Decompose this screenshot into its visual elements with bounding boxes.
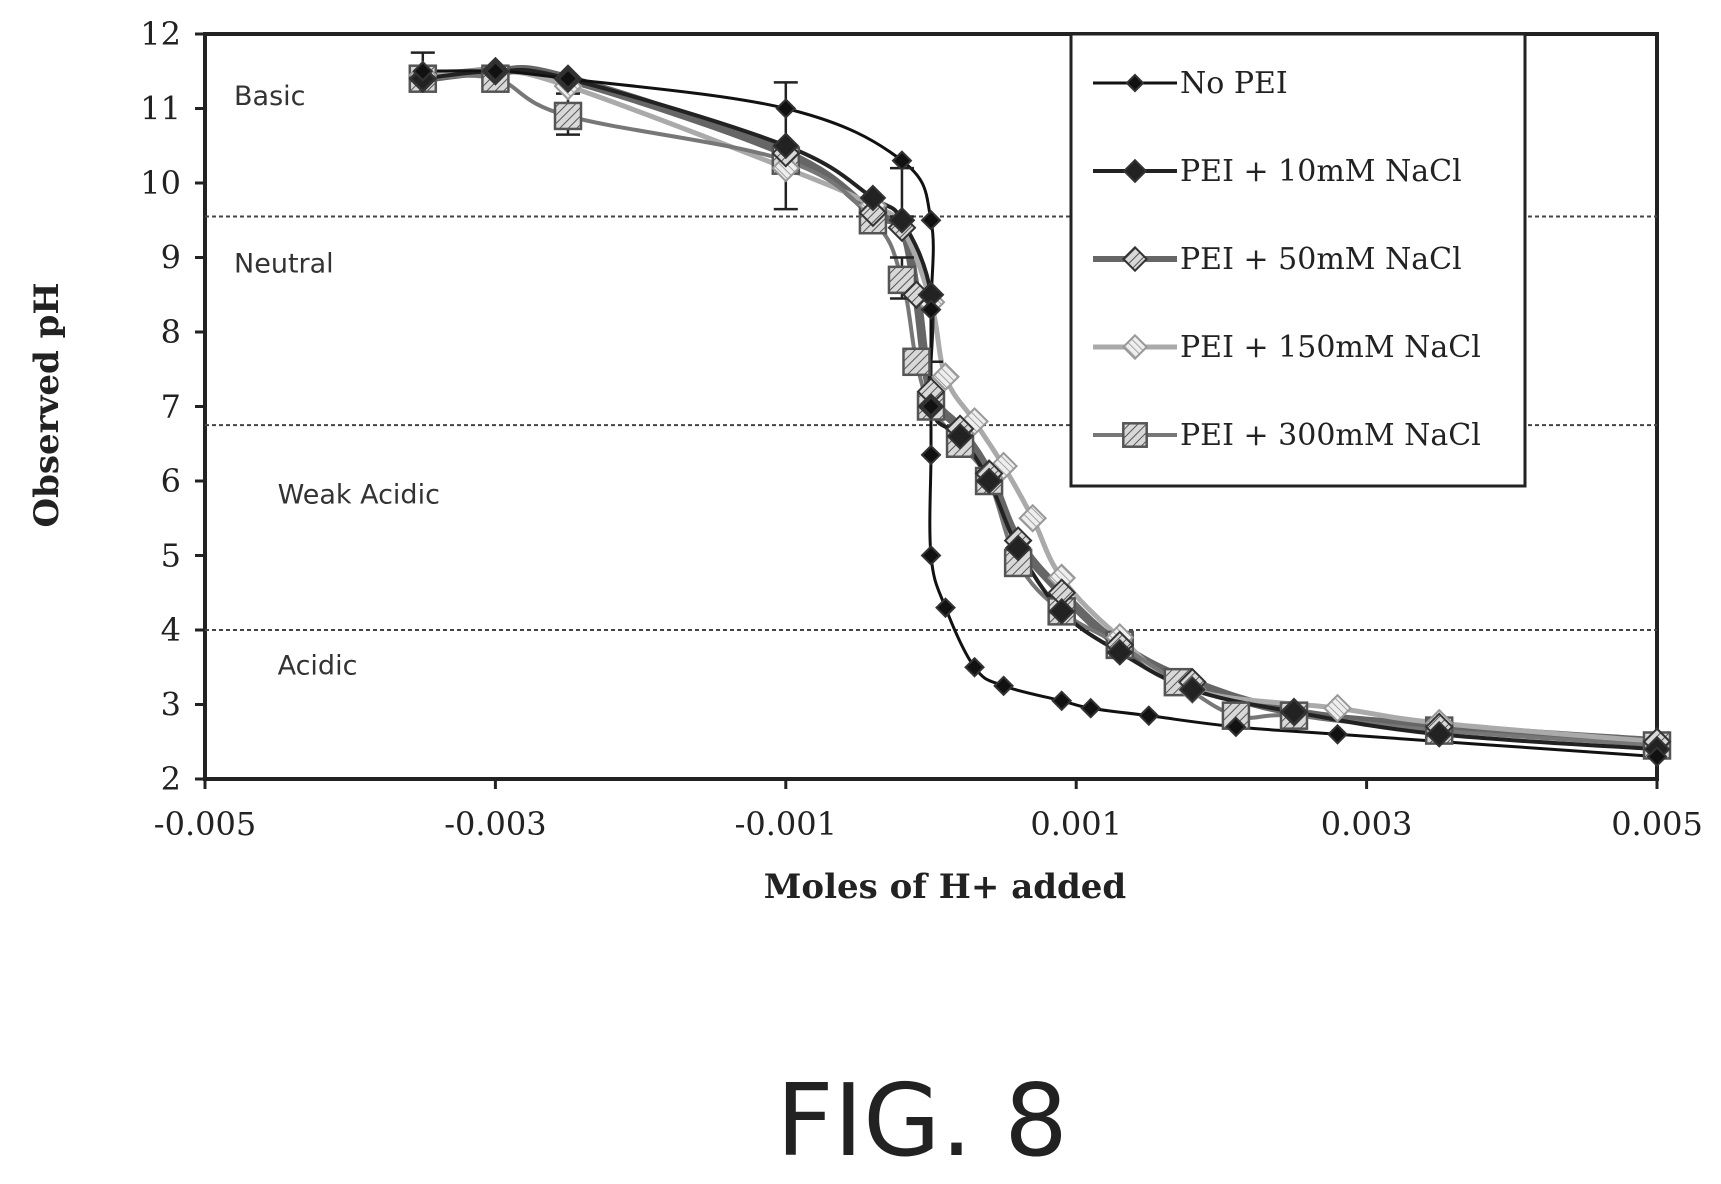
- data-point: [557, 68, 579, 90]
- legend-label: PEI + 50mM NaCl: [1180, 242, 1462, 277]
- legend-label: PEI + 10mM NaCl: [1180, 154, 1462, 189]
- region-label: Weak Acidic: [278, 479, 440, 510]
- figure-caption: FIG. 8: [776, 1062, 1068, 1179]
- legend-label: PEI + 150mM NaCl: [1180, 330, 1481, 365]
- data-point: [920, 209, 942, 231]
- data-point: [412, 60, 434, 82]
- x-tick-label: -0.005: [154, 805, 256, 843]
- data-point: [1051, 690, 1073, 712]
- data-point: [771, 153, 801, 183]
- y-tick-label: 8: [161, 313, 181, 351]
- y-tick-label: 3: [161, 686, 181, 724]
- legend: No PEI PEI + 10mM NaCl PEI + 50mM NaCl PEI …: [1069, 32, 1527, 488]
- data-point: [1048, 597, 1076, 625]
- x-tick-label: -0.003: [444, 805, 546, 843]
- data-point: [859, 184, 887, 212]
- legend-marker: [1122, 158, 1148, 184]
- y-tick-label: 2: [161, 760, 181, 798]
- y-tick-label: 11: [140, 90, 181, 128]
- y-tick-label: 7: [161, 388, 181, 426]
- y-tick-label: 9: [161, 239, 181, 277]
- data-point: [1138, 705, 1160, 727]
- data-point: [920, 299, 942, 321]
- y-tick-label: 5: [161, 537, 181, 575]
- data-point: [902, 347, 931, 377]
- legend-label: No PEI: [1180, 66, 1288, 101]
- y-tick-label: 10: [140, 164, 181, 202]
- region-reference-lines: [205, 215, 1657, 631]
- y-axis-title: Observed pH: [27, 283, 67, 528]
- x-tick-label: 0.003: [1321, 805, 1413, 843]
- region-label: Basic: [234, 81, 305, 112]
- x-axis: -0.005 -0.003 -0.001 0.001 0.003 0.005: [154, 779, 1703, 843]
- legend-label: PEI + 300mM NaCl: [1180, 418, 1481, 453]
- series-line: [422, 69, 1658, 759]
- y-tick-label: 4: [161, 611, 181, 649]
- legend-marker: [1122, 422, 1148, 448]
- data-point: [931, 362, 960, 392]
- y-axis: 2 3 4 5 6 7 8 9 10 11 12: [140, 15, 205, 798]
- data-point: [975, 467, 1003, 495]
- data-point: [1425, 720, 1453, 748]
- data-point: [1080, 697, 1102, 719]
- data-point: [1327, 723, 1348, 745]
- data-point: [1646, 746, 1668, 768]
- region-label: Neutral: [234, 248, 334, 279]
- data-point: [920, 545, 942, 566]
- region-labels: Basic Neutral Weak Acidic Acidic: [234, 81, 440, 682]
- series-markers: [408, 56, 1672, 768]
- data-point: [993, 675, 1015, 697]
- data-point: [1018, 503, 1048, 533]
- data-point: [920, 396, 942, 417]
- data-point: [920, 444, 942, 466]
- data-point: [1106, 638, 1134, 666]
- data-point: [1004, 534, 1032, 562]
- data-point: [888, 206, 916, 234]
- y-tick-label: 12: [140, 15, 181, 53]
- data-point: [964, 656, 985, 678]
- x-tick-label: -0.001: [735, 805, 837, 843]
- data-point: [775, 98, 797, 119]
- data-point: [1323, 693, 1352, 723]
- data-point: [858, 198, 888, 228]
- data-point: [935, 597, 956, 619]
- data-point: [553, 101, 583, 131]
- x-tick-label: 0.005: [1611, 805, 1703, 843]
- data-point: [1178, 676, 1206, 704]
- legend-marker: [1121, 245, 1149, 273]
- data-point: [1225, 716, 1247, 738]
- y-tick-label: 6: [161, 462, 181, 500]
- data-point: [1280, 698, 1308, 726]
- data-point: [891, 150, 913, 172]
- legend-marker: [1121, 333, 1149, 361]
- x-tick-label: 0.001: [1030, 805, 1122, 843]
- legend-entries: No PEI PEI + 10mM NaCl PEI + 50mM NaCl PEI …: [1093, 66, 1481, 453]
- legend-marker: [1125, 73, 1145, 93]
- data-point: [772, 132, 800, 160]
- x-axis-title: Moles of H+ added: [764, 867, 1126, 907]
- region-label: Acidic: [278, 651, 358, 682]
- data-point: [946, 422, 974, 450]
- data-point: [484, 60, 506, 82]
